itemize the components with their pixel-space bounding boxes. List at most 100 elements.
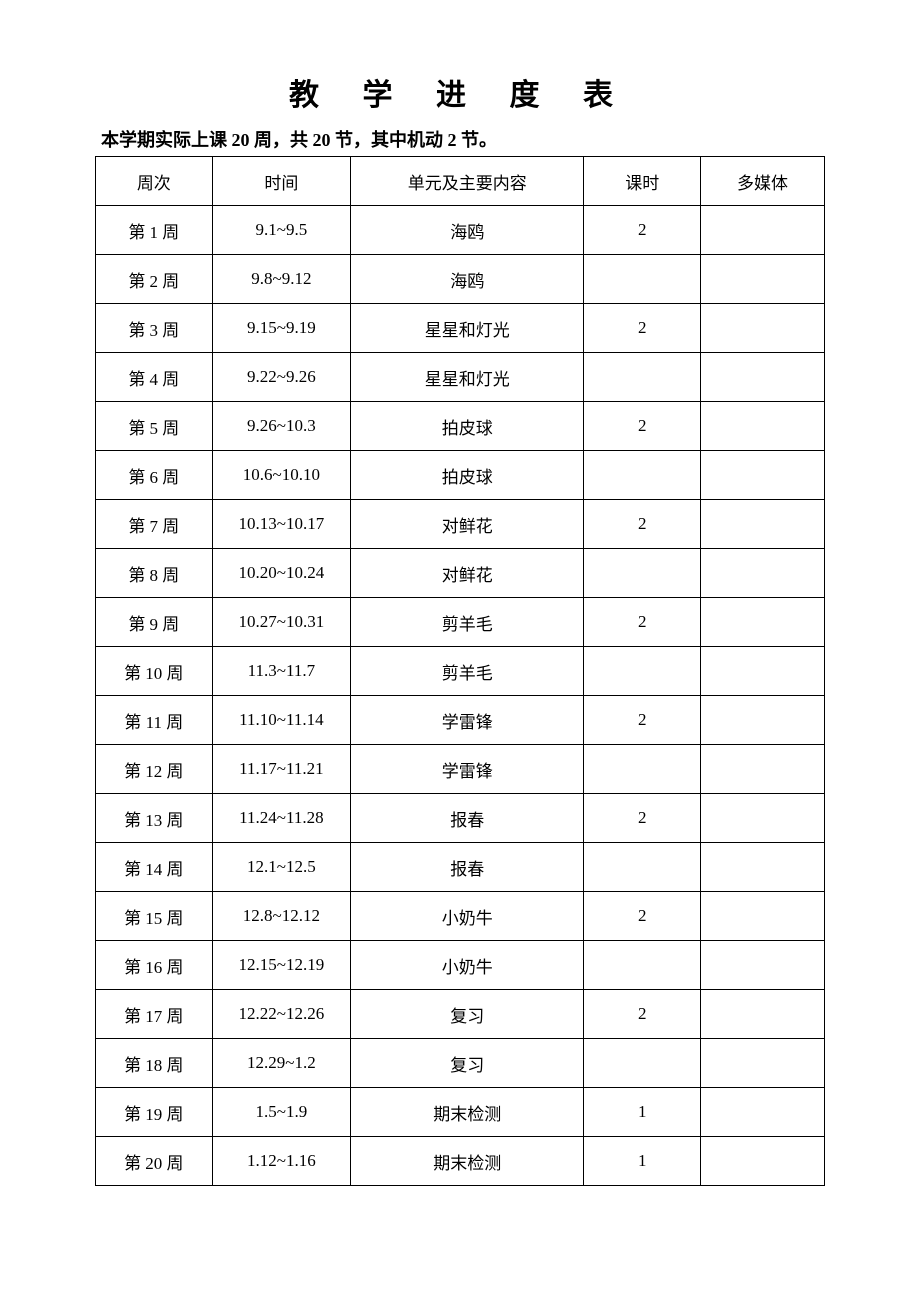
table-row: 第 11 周11.10~11.14学雷锋2 [96,696,825,745]
table-row: 第 4 周9.22~9.26星星和灯光 [96,353,825,402]
table-cell-time: 9.8~9.12 [212,255,351,304]
table-cell-content: 学雷锋 [351,696,584,745]
table-header-row: 周次时间单元及主要内容课时多媒体 [96,157,825,206]
table-row: 第 20 周1.12~1.16期末检测1 [96,1137,825,1186]
table-cell-hours: 2 [584,696,701,745]
table-cell-content: 报春 [351,794,584,843]
table-cell-hours: 2 [584,794,701,843]
table-cell-week: 第 2 周 [96,255,213,304]
table-cell-hours: 2 [584,500,701,549]
table-row: 第 16 周12.15~12.19小奶牛 [96,941,825,990]
table-cell-time: 12.8~12.12 [212,892,351,941]
table-cell-week: 第 3 周 [96,304,213,353]
table-cell-hours: 1 [584,1088,701,1137]
table-cell-week: 第 8 周 [96,549,213,598]
page-title: 教 学 进 度 表 [95,70,825,114]
table-header-cell: 单元及主要内容 [351,157,584,206]
table-cell-media [701,696,825,745]
table-cell-content: 期末检测 [351,1137,584,1186]
table-cell-time: 10.20~10.24 [212,549,351,598]
table-cell-content: 拍皮球 [351,402,584,451]
table-cell-content: 海鸥 [351,255,584,304]
table-cell-week: 第 11 周 [96,696,213,745]
table-row: 第 19 周1.5~1.9期末检测1 [96,1088,825,1137]
table-cell-media [701,745,825,794]
table-cell-week: 第 17 周 [96,990,213,1039]
table-row: 第 17 周12.22~12.26复习2 [96,990,825,1039]
table-cell-content: 期末检测 [351,1088,584,1137]
table-cell-hours [584,255,701,304]
table-cell-time: 12.1~12.5 [212,843,351,892]
table-cell-media [701,402,825,451]
table-cell-media [701,892,825,941]
table-header-cell: 多媒体 [701,157,825,206]
table-cell-content: 小奶牛 [351,941,584,990]
table-row: 第 3 周9.15~9.19星星和灯光2 [96,304,825,353]
table-cell-media [701,451,825,500]
table-cell-media [701,843,825,892]
table-cell-content: 复习 [351,1039,584,1088]
table-cell-media [701,1137,825,1186]
table-cell-time: 12.15~12.19 [212,941,351,990]
table-cell-week: 第 14 周 [96,843,213,892]
table-cell-time: 1.12~1.16 [212,1137,351,1186]
table-cell-media [701,353,825,402]
table-cell-media [701,549,825,598]
table-header-cell: 周次 [96,157,213,206]
table-cell-media [701,1039,825,1088]
table-cell-week: 第 7 周 [96,500,213,549]
table-cell-hours [584,843,701,892]
table-cell-hours [584,647,701,696]
page-subtitle: 本学期实际上课 20 周，共 20 节，其中机动 2 节。 [95,126,825,152]
table-cell-week: 第 1 周 [96,206,213,255]
table-cell-week: 第 13 周 [96,794,213,843]
table-cell-content: 星星和灯光 [351,353,584,402]
table-cell-content: 剪羊毛 [351,647,584,696]
table-cell-media [701,500,825,549]
table-cell-content: 对鲜花 [351,500,584,549]
table-cell-media [701,794,825,843]
table-cell-time: 11.3~11.7 [212,647,351,696]
table-cell-content: 对鲜花 [351,549,584,598]
table-cell-hours: 2 [584,892,701,941]
schedule-table: 周次时间单元及主要内容课时多媒体 第 1 周9.1~9.5海鸥2第 2 周9.8… [95,156,825,1186]
table-cell-content: 剪羊毛 [351,598,584,647]
table-row: 第 5 周9.26~10.3拍皮球2 [96,402,825,451]
table-row: 第 7 周10.13~10.17对鲜花2 [96,500,825,549]
table-cell-week: 第 5 周 [96,402,213,451]
table-cell-hours [584,451,701,500]
table-cell-time: 9.22~9.26 [212,353,351,402]
table-cell-week: 第 9 周 [96,598,213,647]
table-cell-hours: 2 [584,304,701,353]
table-cell-time: 11.10~11.14 [212,696,351,745]
table-row: 第 2 周9.8~9.12海鸥 [96,255,825,304]
table-cell-week: 第 10 周 [96,647,213,696]
table-cell-media [701,941,825,990]
table-cell-hours [584,1039,701,1088]
table-cell-time: 9.26~10.3 [212,402,351,451]
table-cell-time: 10.6~10.10 [212,451,351,500]
table-cell-media [701,206,825,255]
table-cell-time: 11.24~11.28 [212,794,351,843]
table-cell-content: 报春 [351,843,584,892]
table-cell-media [701,990,825,1039]
table-row: 第 18 周12.29~1.2复习 [96,1039,825,1088]
table-cell-time: 12.29~1.2 [212,1039,351,1088]
table-cell-media [701,304,825,353]
table-cell-content: 海鸥 [351,206,584,255]
table-cell-media [701,647,825,696]
table-cell-hours: 2 [584,402,701,451]
table-cell-week: 第 4 周 [96,353,213,402]
table-cell-hours: 2 [584,598,701,647]
table-cell-time: 10.27~10.31 [212,598,351,647]
table-cell-week: 第 15 周 [96,892,213,941]
table-header-cell: 课时 [584,157,701,206]
table-row: 第 13 周11.24~11.28报春2 [96,794,825,843]
table-cell-hours: 1 [584,1137,701,1186]
table-cell-content: 小奶牛 [351,892,584,941]
table-cell-media [701,598,825,647]
table-cell-time: 1.5~1.9 [212,1088,351,1137]
table-cell-hours [584,745,701,794]
table-cell-week: 第 19 周 [96,1088,213,1137]
table-row: 第 10 周11.3~11.7剪羊毛 [96,647,825,696]
